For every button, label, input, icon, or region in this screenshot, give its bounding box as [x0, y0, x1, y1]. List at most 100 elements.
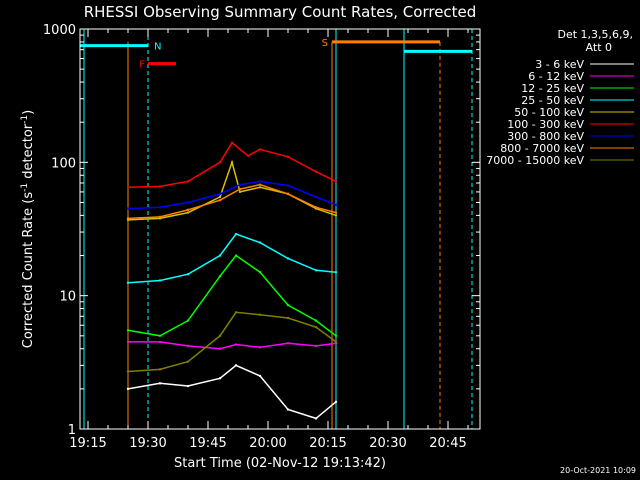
series-point: [218, 377, 222, 380]
series-point: [230, 161, 234, 164]
series-point: [234, 232, 238, 236]
series-point: [258, 270, 262, 274]
series-point: [186, 360, 190, 363]
legend-entry-label: 100 - 300 keV: [507, 118, 584, 131]
series-point: [218, 192, 222, 196]
series-point: [186, 384, 190, 388]
series-point: [334, 334, 338, 338]
legend-header-line-1: Det 1,3,5,6,9,: [557, 28, 633, 41]
series-point: [286, 303, 290, 307]
series-point: [238, 183, 242, 186]
series-point: [334, 203, 338, 207]
legend-entry-label: 12 - 25 keV: [521, 82, 584, 95]
legend-entry-label: 800 - 7000 keV: [500, 142, 584, 155]
series-point: [234, 343, 238, 346]
series-point: [158, 340, 162, 344]
series-point: [238, 187, 242, 191]
series-point: [218, 274, 222, 278]
series-point: [314, 195, 318, 199]
series-point: [186, 319, 190, 322]
series-point: [286, 257, 290, 260]
series-point: [334, 400, 338, 403]
legend-entry-label: 6 - 12 keV: [528, 70, 584, 83]
series-point: [286, 184, 290, 187]
series-point: [246, 154, 250, 157]
series-point: [258, 374, 262, 378]
x-tick-label: 19:15: [69, 436, 106, 451]
x-axis: 19:15 19:30 19:45 20:00 20:15 20:30 20:45: [69, 29, 469, 451]
series-point: [334, 270, 338, 274]
y-axis-label: Corrected Count Rate (s-1 detector-1): [20, 110, 36, 348]
series-point: [258, 346, 262, 349]
x-tick-label: 19:45: [189, 436, 226, 451]
series-point: [258, 183, 262, 186]
series-point: [314, 319, 318, 322]
series-point: [258, 186, 262, 189]
series-point: [158, 382, 162, 385]
plot-area: N S F: [80, 29, 473, 429]
series-point: [286, 192, 290, 196]
series-point: [218, 198, 222, 202]
series-point: [258, 241, 262, 244]
series-point: [286, 408, 290, 411]
flare-flag-label: F: [139, 60, 145, 71]
series-point: [218, 254, 222, 257]
series-point: [126, 207, 130, 210]
saa-flag-label: S: [322, 38, 328, 49]
series-point: [186, 272, 190, 276]
series-point: [234, 254, 238, 257]
y-axis: 1 10 100 1000: [43, 23, 480, 438]
series-point: [314, 326, 318, 329]
series-point: [126, 186, 130, 189]
series-point: [258, 180, 262, 183]
series-point: [314, 344, 318, 348]
series-point: [258, 313, 262, 316]
series-point: [158, 185, 162, 188]
x-axis-label: Start Time (02-Nov-12 19:13:42): [174, 456, 386, 471]
series-point: [258, 148, 262, 151]
chart-title: RHESSI Observing Summary Count Rates, Co…: [84, 3, 477, 21]
legend-entry-label: 50 - 100 keV: [514, 106, 584, 119]
series-point: [314, 269, 318, 272]
series-point: [186, 180, 190, 183]
y-tick-label: 1: [68, 423, 76, 438]
series-point: [126, 281, 130, 284]
axes-frame: [79, 28, 481, 430]
series-line: [127, 141, 337, 189]
series-point: [186, 201, 190, 204]
legend-entry-label: 300 - 800 keV: [507, 130, 584, 143]
night-flag-label: N: [154, 42, 161, 53]
series-point: [158, 215, 162, 219]
x-tick-label: 19:30: [129, 436, 166, 451]
x-tick-label: 20:30: [369, 436, 406, 451]
series-point: [314, 206, 318, 209]
y-tick-label: 100: [51, 156, 76, 171]
series-point: [218, 161, 222, 164]
legend-header-line-2: Att 0: [586, 41, 612, 54]
series-point: [334, 340, 338, 344]
series-point: [186, 208, 190, 212]
y-tick-label: 10: [59, 290, 76, 305]
series-point: [286, 342, 290, 345]
series-point: [218, 195, 222, 199]
series-point: [158, 334, 162, 338]
footer-timestamp: 20-Oct-2021 10:09: [560, 466, 636, 475]
series-point: [334, 214, 338, 217]
series-point: [158, 368, 162, 371]
legend-entry-label: 7000 - 15000 keV: [486, 154, 584, 167]
series-point: [126, 340, 130, 344]
series-point: [314, 417, 318, 420]
x-tick-label: 20:45: [429, 436, 466, 451]
series-point: [126, 387, 130, 391]
series-point: [126, 329, 130, 332]
series-point: [234, 364, 238, 367]
series-point: [218, 347, 222, 350]
series-point: [334, 180, 338, 183]
series-point: [234, 311, 238, 314]
x-tick-label: 20:00: [249, 436, 286, 451]
series-point: [126, 217, 130, 220]
series-point: [126, 370, 130, 373]
